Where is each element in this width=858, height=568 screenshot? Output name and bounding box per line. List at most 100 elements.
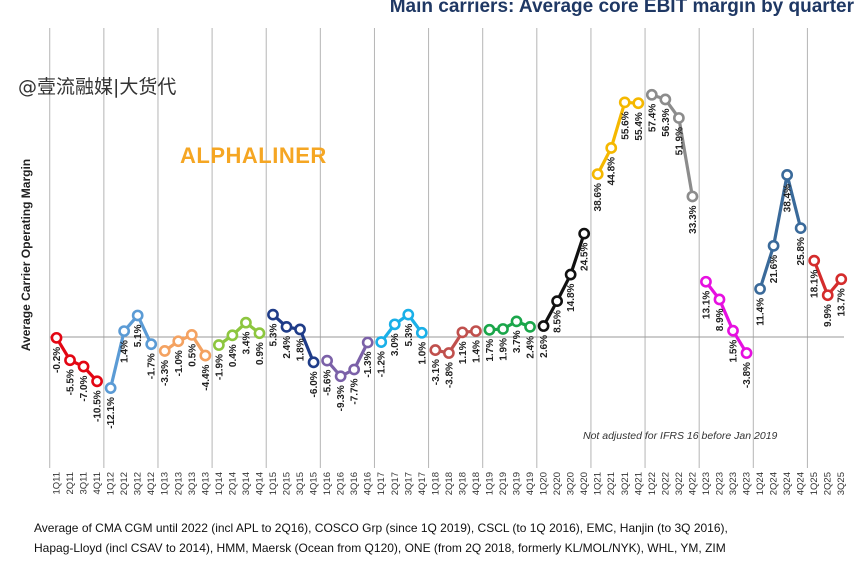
data-label: 11.4% [756,298,767,326]
series-line [325,341,370,378]
series-line [55,337,99,383]
series-line [596,100,639,175]
data-label: 8.5% [553,310,564,333]
x-tick-label: 3Q25 [836,472,847,495]
data-point [835,273,848,286]
data-point [672,112,685,124]
data-label: 5.1% [133,324,144,347]
data-label: -5.6% [323,370,334,396]
data-label: -7.0% [79,375,90,401]
x-tick-label: 3Q19 [512,472,523,495]
x-tick-label: 2Q25 [823,472,834,495]
x-tick-label: 4Q17 [417,472,428,495]
chart-annotation: Not adjusted for IFRS 16 before Jan 2019 [583,430,778,442]
data-point [524,320,536,333]
brand-logo-text: ALPHALINER [180,143,327,168]
x-tick-label: 4Q15 [309,472,320,495]
x-tick-label: 3Q24 [782,472,793,495]
x-tick-label: 3Q14 [241,472,252,495]
data-point [415,326,428,339]
data-label: -3.8% [742,362,753,388]
data-point [212,339,225,351]
data-point [77,360,90,373]
y-axis-label: Average Carrier Operating Margin [19,158,33,352]
series-line [542,233,586,327]
x-tick-label: 1Q23 [701,472,712,495]
data-label: 55.6% [620,111,631,139]
series-line [434,329,477,355]
data-point [618,96,631,109]
data-point [267,308,279,321]
data-label: 1.0% [417,342,428,365]
x-tick-label: 3Q11 [79,472,90,495]
x-tick-label: 1Q13 [160,472,171,495]
data-point [632,97,645,110]
x-tick-label: 3Q21 [620,472,631,495]
x-tick-label: 2Q16 [336,472,347,495]
x-tick-label: 2Q13 [173,472,184,495]
data-point [429,344,442,356]
x-tick-label: 3Q23 [728,472,739,495]
x-tick-label: 2Q23 [714,472,725,495]
series-line [489,319,531,332]
x-tick-label: 2Q15 [282,472,293,495]
data-point [537,320,550,332]
data-label: 1.9% [498,338,509,361]
data-label: 38.4% [783,184,794,212]
data-point [794,222,807,235]
data-point [754,282,766,295]
data-label: 38.6% [593,183,604,211]
data-label: -3.3% [160,360,171,386]
series-line [758,173,803,290]
series-line [704,280,748,354]
data-label: 14.8% [566,283,577,311]
x-tick-label: 3Q20 [566,472,577,495]
x-tick-label: 2Q22 [660,472,671,495]
data-label: 13.1% [701,291,712,319]
x-tick-label: 1Q11 [52,472,63,495]
data-label: -1.0% [174,350,185,376]
data-label: -5.5% [66,369,77,395]
data-point [361,336,374,349]
data-point [808,254,821,267]
x-tick-labels: 1Q11 2Q11 3Q11 4Q11 1Q12 2Q12 3Q12 4Q12 1Q13 2Q13… [52,472,848,495]
data-label: 8.9% [715,308,726,331]
x-tick-label: 2Q19 [498,472,509,495]
data-point [145,338,158,351]
x-tick-label: 2Q17 [390,472,401,495]
data-label: 51.9% [674,127,685,155]
x-tick-label: 2Q14 [227,472,238,495]
data-label: 21.6% [769,255,780,283]
series-line [271,313,316,363]
data-label: -10.5% [93,390,104,422]
data-label: 5.3% [404,324,415,347]
data-point [226,329,239,342]
data-label: 55.4% [634,112,645,140]
data-label: 57.4% [647,104,658,132]
data-point [158,345,171,357]
x-tick-label: 3Q13 [187,472,198,495]
gridlines [49,28,844,468]
data-point [564,268,577,281]
data-point [456,326,469,339]
x-tick-label: 4Q24 [796,472,807,495]
x-tick-label: 1Q18 [430,472,441,495]
data-label: 0.9% [255,342,266,365]
data-point [131,309,144,322]
data-point [253,327,266,340]
data-label: 1.7% [485,339,496,362]
data-label: -3.8% [444,362,455,388]
x-tick-label: 1Q19 [484,472,495,495]
source-footnote: Average of CMA CGM until 2022 (incl APL … [34,518,854,558]
data-point [240,316,252,329]
x-tick-label: 4Q19 [525,472,536,495]
data-label: 3.4% [241,332,252,355]
chart-title: Main carriers: Average core EBIT margin … [389,0,854,17]
series-lines [50,88,848,394]
data-label: 0.5% [187,344,198,367]
data-label: 56.3% [661,108,672,136]
data-point [578,227,591,240]
data-point [375,336,388,348]
x-tick-label: 4Q16 [363,472,374,495]
